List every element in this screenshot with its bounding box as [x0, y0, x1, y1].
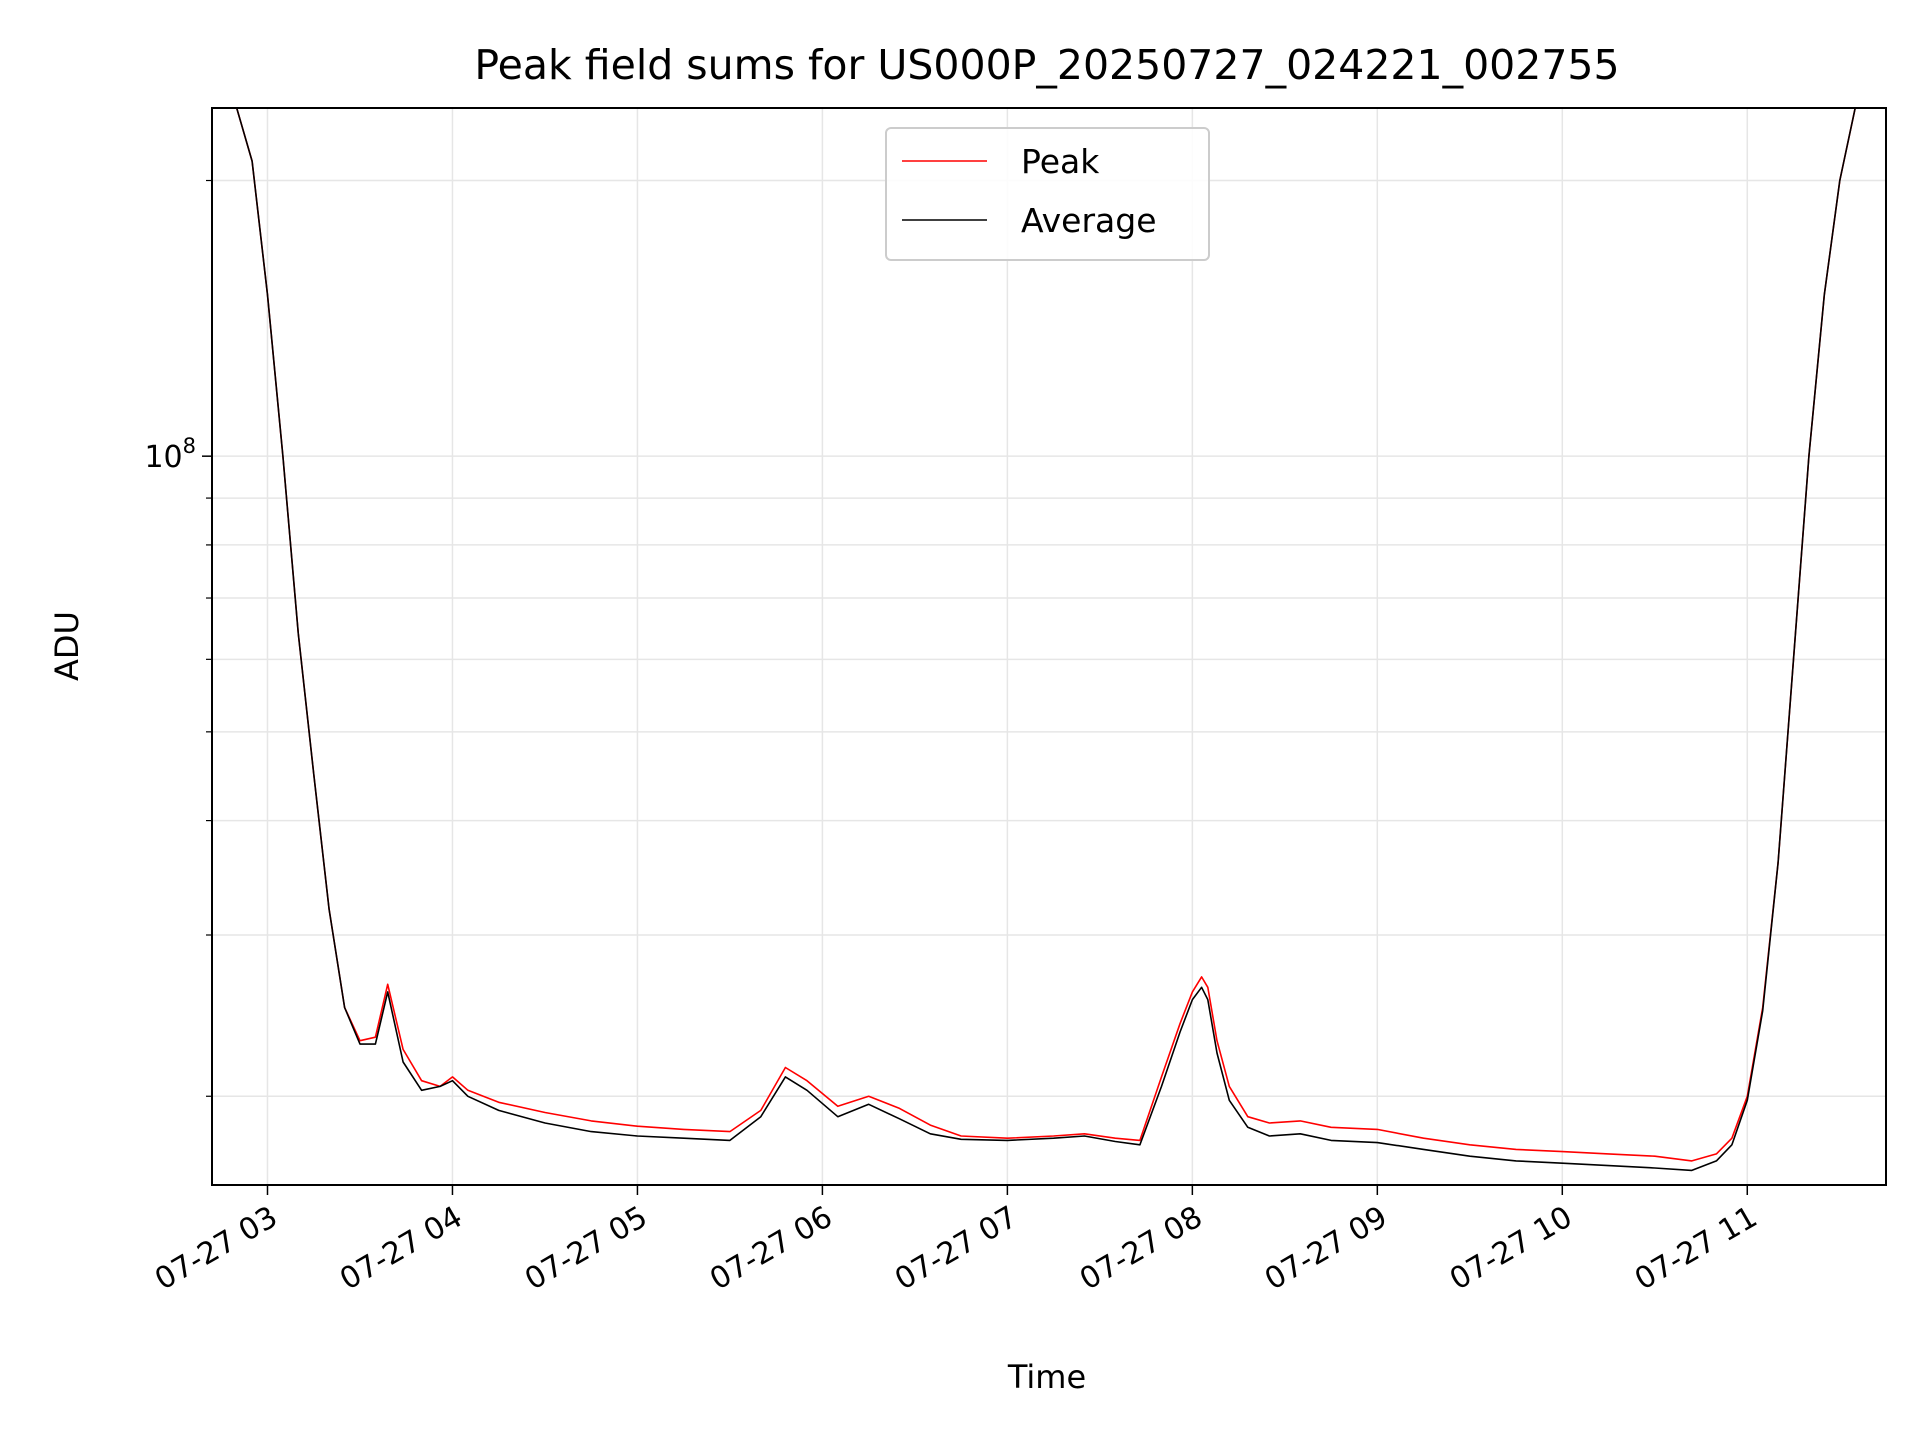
series-line-peak: [212, 108, 1886, 1162]
series-line-average: [212, 108, 1886, 1172]
chart-title: Peak field sums for US000P_20250727_0242…: [474, 41, 1619, 89]
legend-average-label: Average: [1021, 201, 1157, 240]
plot-frame: [211, 107, 1887, 1186]
x-axis-label: Time: [1007, 1358, 1086, 1396]
legend: Peak Average: [885, 127, 1210, 261]
y-tick-label: 108: [144, 434, 196, 475]
y-axis: 108: [144, 179, 212, 1097]
y-axis-label: ADU: [48, 611, 86, 681]
plot-lines: [212, 108, 1886, 1172]
grid: [212, 108, 1886, 1185]
legend-peak-label: Peak: [1021, 142, 1100, 181]
